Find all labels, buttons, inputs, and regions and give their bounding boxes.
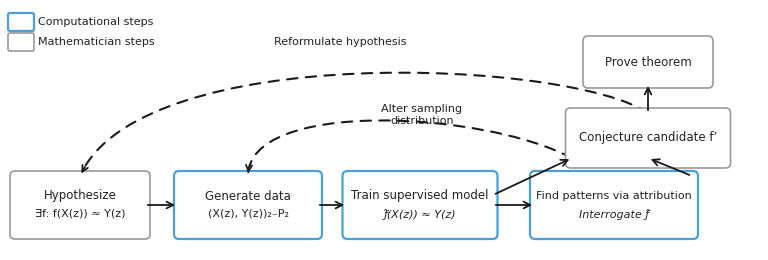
FancyBboxPatch shape — [8, 13, 34, 31]
FancyBboxPatch shape — [174, 171, 322, 239]
FancyBboxPatch shape — [10, 171, 150, 239]
Text: Generate data: Generate data — [205, 190, 291, 203]
Text: Conjecture candidate f’: Conjecture candidate f’ — [579, 132, 717, 145]
Text: (X(z), Y(z))₂₋P₂: (X(z), Y(z))₂₋P₂ — [207, 209, 289, 219]
Text: Alter sampling
distribution: Alter sampling distribution — [382, 104, 462, 126]
FancyBboxPatch shape — [583, 36, 713, 88]
Text: Train supervised model: Train supervised model — [351, 190, 488, 203]
Text: Mathematician steps: Mathematician steps — [38, 37, 154, 47]
Text: ƒ̂(X(z)) ≈ Y(z): ƒ̂(X(z)) ≈ Y(z) — [384, 209, 456, 219]
Text: Prove theorem: Prove theorem — [604, 55, 691, 68]
FancyBboxPatch shape — [343, 171, 498, 239]
Text: Hypothesize: Hypothesize — [44, 190, 117, 203]
Text: Computational steps: Computational steps — [38, 17, 154, 27]
FancyBboxPatch shape — [8, 33, 34, 51]
Text: Reformulate hypothesis: Reformulate hypothesis — [273, 37, 406, 47]
Text: Find patterns via attribution: Find patterns via attribution — [536, 191, 692, 201]
FancyBboxPatch shape — [565, 108, 730, 168]
Text: Interrogate ƒ̂: Interrogate ƒ̂ — [579, 209, 649, 219]
Text: ∃f: f(X(z)) ≈ Y(z): ∃f: f(X(z)) ≈ Y(z) — [35, 209, 125, 219]
FancyBboxPatch shape — [530, 171, 698, 239]
